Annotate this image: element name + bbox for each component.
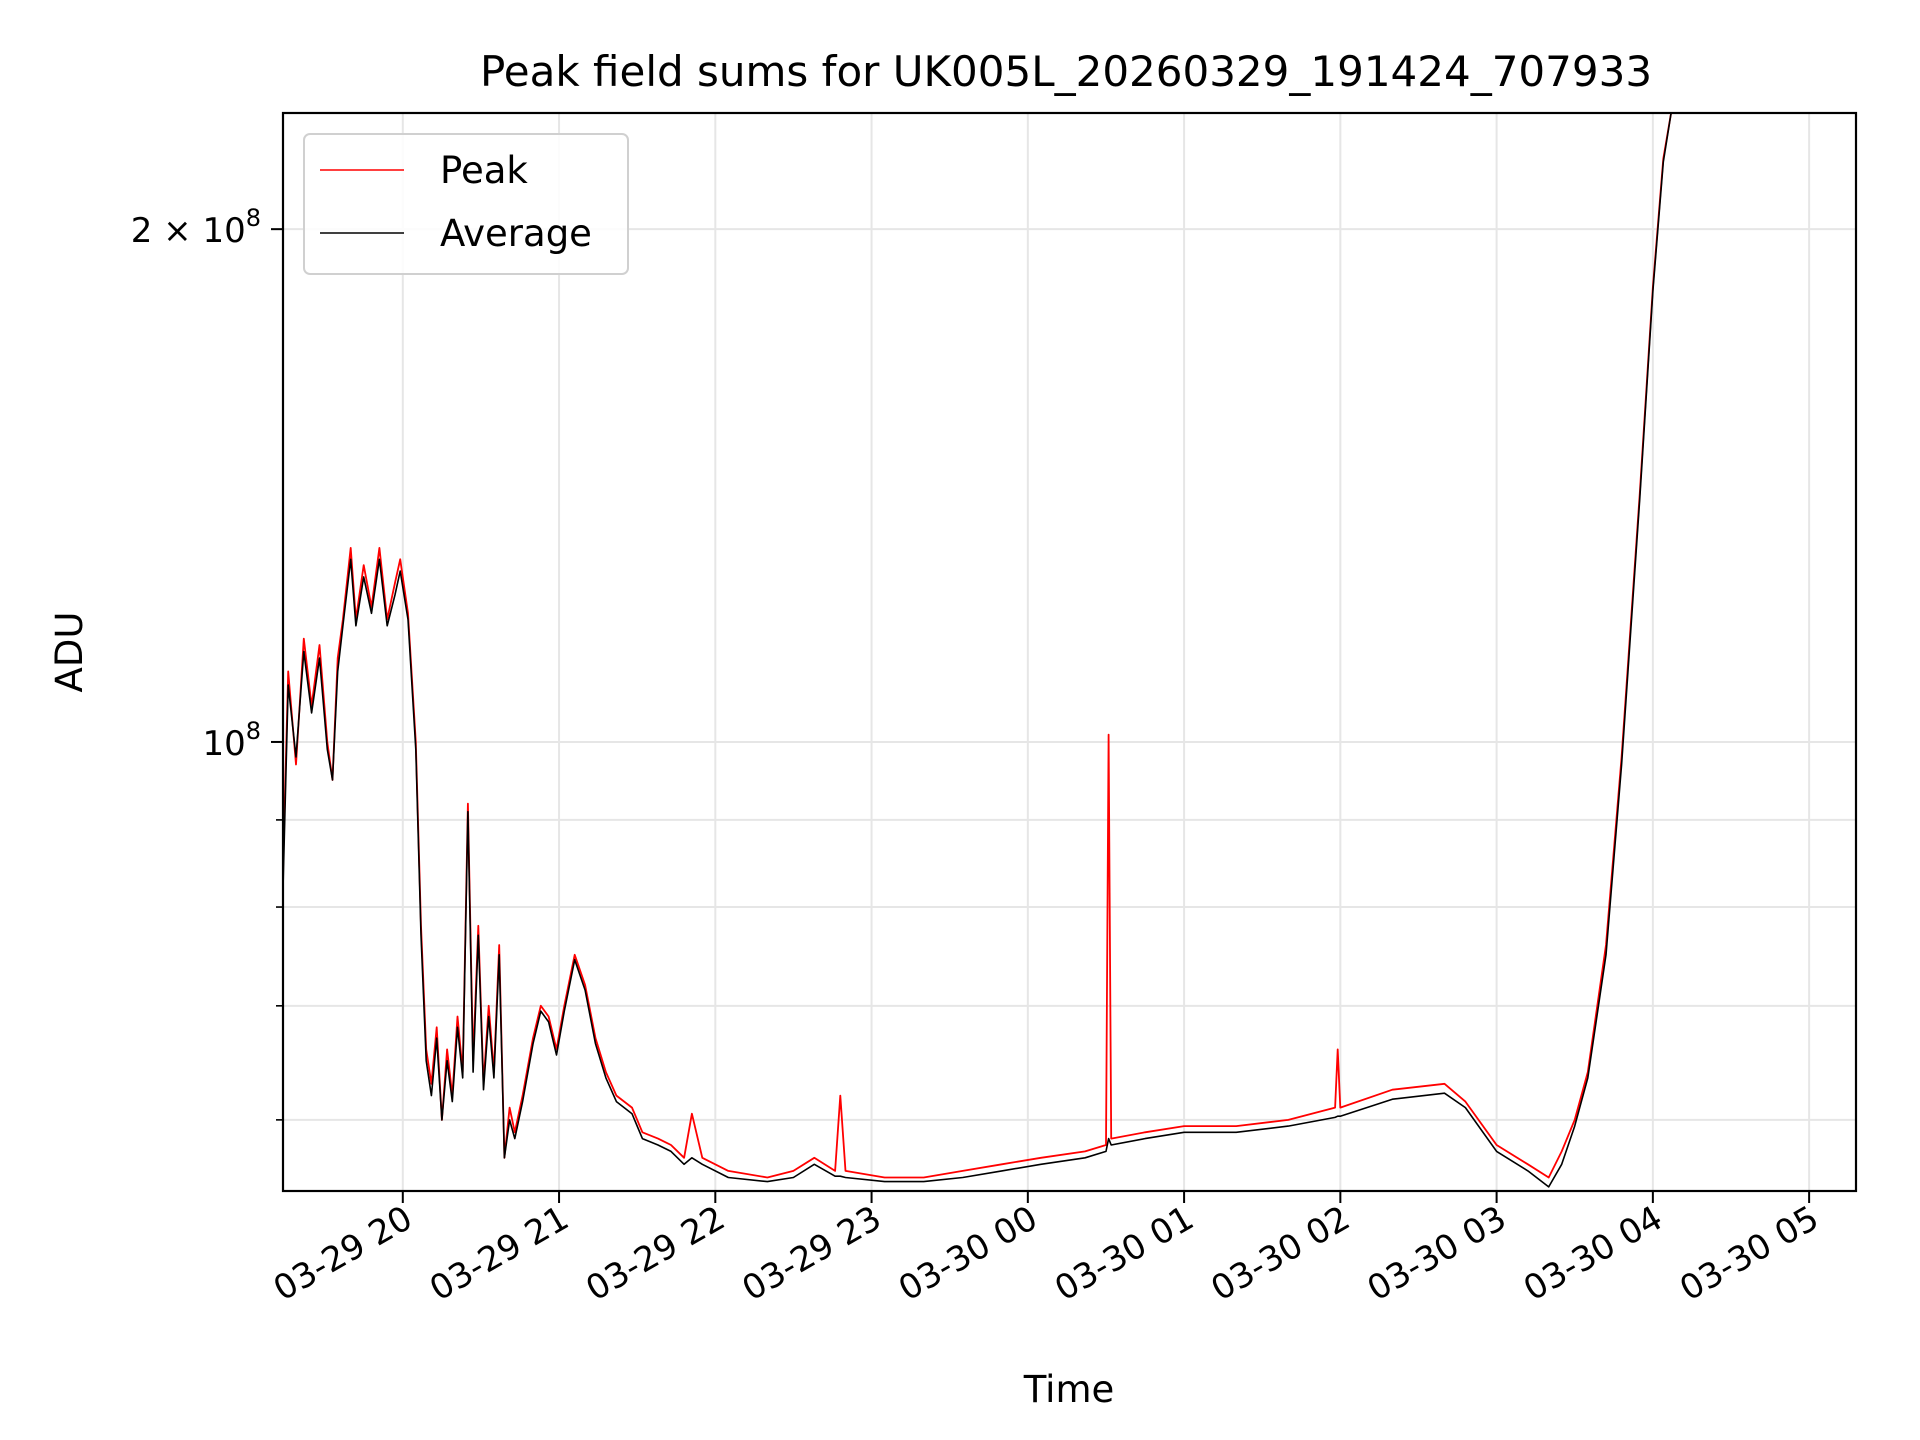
plot-area: [283, 113, 1672, 1188]
y-tick-label: 2 × 108: [131, 204, 261, 251]
y-tick-exponent: 8: [246, 204, 261, 232]
legend-box: [303, 133, 629, 275]
y-tick-times: ×: [152, 211, 202, 251]
y-tick-base: 10: [202, 724, 245, 764]
series-line-average: [283, 113, 1672, 1188]
chart-title: Peak field sums for UK005L_20260329_1914…: [480, 47, 1652, 96]
legend-label-peak: Peak: [440, 149, 528, 192]
y-tick-exponent: 8: [246, 717, 261, 745]
x-axis-label: Time: [1023, 1368, 1115, 1411]
y-tick-mantissa: 2: [131, 211, 153, 251]
legend: Peak Average: [303, 133, 629, 275]
y-axis-label: ADU: [48, 612, 91, 693]
y-tick-label: 108: [202, 717, 261, 764]
series-line-peak: [283, 113, 1672, 1179]
legend-label-average: Average: [440, 212, 592, 255]
axes-frame: [281, 111, 1858, 1193]
y-tick-base: 10: [202, 211, 245, 251]
